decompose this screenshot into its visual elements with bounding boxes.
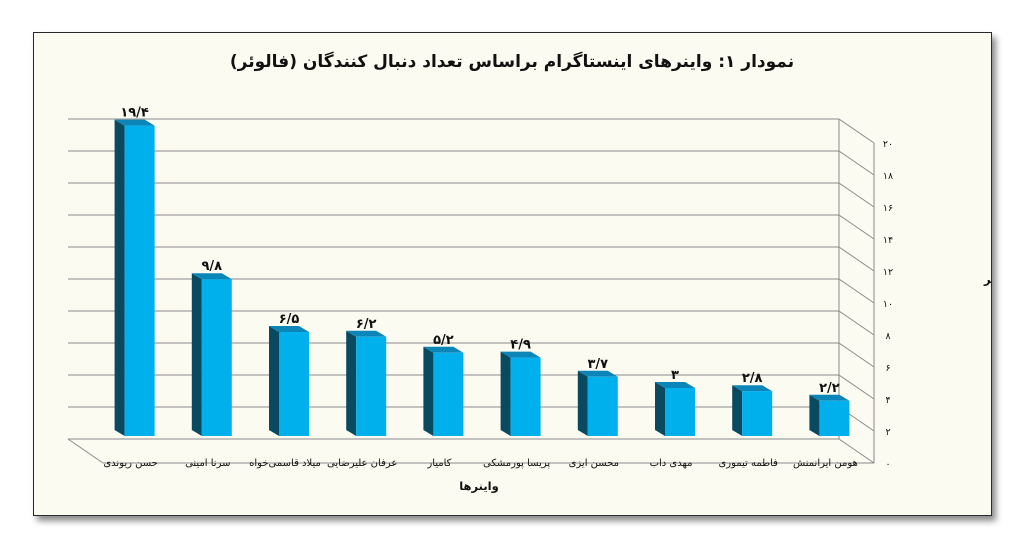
- wall-gridline: [838, 150, 875, 176]
- bar-front: [124, 125, 155, 436]
- y-tick-label: ۴: [885, 395, 890, 406]
- bar: [500, 351, 541, 436]
- category-label: سرنا امینی: [185, 458, 230, 469]
- data-label: ۳/۷: [587, 357, 608, 372]
- bar-front: [279, 332, 309, 436]
- bar-side: [346, 330, 357, 436]
- bar-front: [510, 357, 541, 436]
- bar-front: [356, 336, 387, 436]
- wall-gridline: [838, 182, 875, 208]
- floor-edge: [67, 438, 104, 464]
- bar-side: [423, 346, 434, 436]
- y-tick-label: ۱۲: [883, 267, 893, 278]
- bar-side: [809, 394, 820, 436]
- y-tick-label: ۶: [885, 363, 890, 374]
- bar: [732, 385, 773, 436]
- bar: [346, 330, 387, 436]
- bar-side: [114, 119, 125, 436]
- bar: [114, 119, 155, 436]
- category-label: محسن ایزی: [569, 458, 619, 469]
- y-tick-label: ۱۰: [883, 299, 893, 310]
- bar-top: [809, 394, 850, 401]
- chart-title: نمودار ۱: واینرهای اینستاگرام براساس تعد…: [230, 51, 794, 72]
- data-label: ۳: [671, 368, 679, 383]
- bar-top: [191, 273, 232, 280]
- bar-top: [577, 370, 618, 377]
- x-axis-label: واینرها: [459, 479, 499, 494]
- data-label: ۲/۸: [742, 371, 763, 386]
- bar-side: [191, 273, 202, 436]
- category-label: فاطمه تیموری: [718, 458, 778, 469]
- bar: [809, 394, 850, 436]
- wall-gridline: [838, 278, 875, 304]
- data-label: ۹/۸: [201, 259, 222, 274]
- bar-top: [269, 326, 309, 332]
- bar-top: [114, 119, 155, 126]
- bar-side: [577, 370, 588, 436]
- category-label: حسن ریوندی: [103, 458, 158, 469]
- data-labels: ۱۹/۴ ۹/۸ ۶/۵ ۶/۲ ۵/۲ ۴/۹ ۳/۷ ۳ ۲/۸ ۲/۲: [120, 106, 839, 396]
- bar-top: [423, 346, 464, 353]
- bar-front: [587, 376, 618, 436]
- category-label: عرفان علیرضایی: [327, 458, 397, 469]
- bar-top: [346, 330, 387, 337]
- y-tick-label: ۲۰: [883, 139, 893, 150]
- wall-gridline: [838, 342, 875, 368]
- bar-front: [665, 388, 695, 436]
- data-label: ۶/۲: [356, 317, 377, 332]
- bar-side: [500, 351, 511, 436]
- bar: [655, 382, 695, 436]
- bar-front: [819, 400, 850, 436]
- y-tick-label: ۱۴: [883, 235, 893, 246]
- data-label: ۴/۹: [510, 338, 531, 353]
- bar-side: [655, 382, 665, 436]
- y-tick-label: ۱۸: [883, 171, 893, 182]
- bar-front: [433, 352, 464, 436]
- wall-gridline: [838, 438, 875, 464]
- category-labels: حسن ریوندی سرنا امینی میلاد قاسمی‌خواه عرفا…: [103, 458, 857, 469]
- bar: [269, 326, 309, 436]
- wall-gridline: [838, 374, 875, 400]
- category-label: هومن ایرانمنش: [793, 458, 858, 469]
- bars: [114, 119, 850, 436]
- category-label: میلاد قاسمی‌خواه: [249, 458, 321, 469]
- data-label: ۱۹/۴: [120, 106, 149, 121]
- data-label: ۶/۵: [279, 312, 300, 327]
- wall-gridline: [838, 214, 875, 240]
- data-label: ۵/۲: [433, 333, 454, 348]
- wall-gridline: [838, 310, 875, 336]
- category-label: مهدی داب: [650, 458, 693, 469]
- data-label: ۲/۲: [819, 381, 840, 396]
- wall-gridline: [838, 118, 875, 144]
- bar-chart: نمودار ۱: واینرهای اینستاگرام براساس تعد…: [67, 51, 991, 494]
- y-axis-label: تعداد فالوئر: [983, 272, 991, 287]
- y-tick-label: ۲: [885, 427, 890, 438]
- bar-top: [500, 351, 541, 358]
- category-label: کامیار: [426, 458, 451, 469]
- bar-side: [269, 326, 279, 436]
- y-tick-label: ۱۶: [883, 203, 893, 214]
- bar-side: [732, 385, 743, 436]
- wall-gridline: [838, 246, 875, 272]
- y-tick-label: ۸: [885, 331, 890, 342]
- bar: [423, 346, 464, 436]
- bar: [191, 273, 232, 436]
- chart-frame: نمودار ۱: واینرهای اینستاگرام براساس تعد…: [33, 32, 992, 516]
- y-axis-ticks: ۰ ۲ ۴ ۶ ۸ ۱۰ ۱۲ ۱۴ ۱۶ ۱۸ ۲۰: [883, 139, 893, 470]
- category-label: پریسا پورمشکی: [483, 458, 550, 469]
- bar-front: [742, 391, 773, 436]
- bar-front: [201, 279, 232, 436]
- y-tick-label: ۰: [885, 459, 890, 470]
- bar-top: [732, 385, 773, 392]
- bar-top: [655, 382, 695, 388]
- bar: [577, 370, 618, 436]
